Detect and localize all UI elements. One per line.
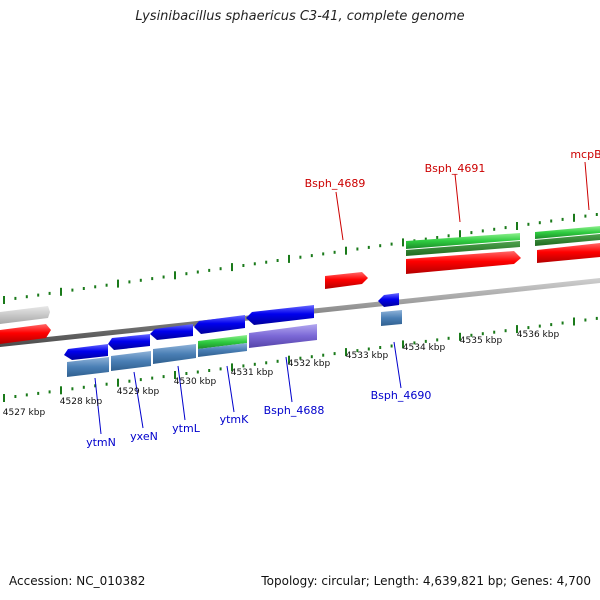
kbp-labels: 4527 kbp 4528 kbp 4529 kbp 4530 kbp 4531… [3, 330, 560, 418]
kbp-label: 4528 kbp [60, 397, 103, 407]
cds-ytmK [194, 315, 245, 334]
gene-label-Bsph_4691: Bsph_4691 [425, 162, 486, 175]
cds-yxeN [108, 334, 150, 350]
cds-Bsph_4689 [325, 272, 368, 289]
gene-label-yxeN: yxeN [130, 430, 158, 443]
feat-Bsph_4691-green [406, 233, 520, 249]
feat-ytmN [67, 357, 109, 377]
kbp-label: 4531 kbp [231, 368, 274, 378]
kbp-label: 4530 kbp [174, 377, 217, 387]
leaders-forward [335, 161, 590, 241]
feat-ytmK-green [198, 335, 247, 349]
kbp-label: 4534 kbp [403, 343, 446, 353]
kbp-label: 4535 kbp [460, 336, 503, 346]
cds-mcpB [537, 243, 600, 263]
kbp-label: 4533 kbp [346, 351, 389, 361]
feat-ytmL [153, 344, 196, 364]
gene-label-Bsph_4689: Bsph_4689 [305, 177, 366, 190]
feat-Bsph_4691-darkgreen [406, 241, 520, 256]
genome-stats-text: Topology: circular; Length: 4,639,821 bp… [261, 574, 591, 588]
feat-Bsph_4688 [249, 324, 317, 348]
gene-label-ytmL: ytmL [172, 422, 201, 435]
gene-label-ytmK: ytmK [220, 413, 250, 426]
cds-Bsph_4688 [246, 305, 314, 325]
cds-Bsph_4691 [406, 251, 521, 274]
feat-Bsph_4690 [381, 310, 402, 326]
feat-mcpB-green [535, 226, 600, 239]
outer-tick-track [3, 316, 598, 402]
gene-label-ytmN: ytmN [86, 436, 116, 449]
kbp-label: 4536 kbp [517, 330, 560, 340]
cds-ytmL [150, 324, 193, 340]
gene-label-Bsph_4690: Bsph_4690 [371, 389, 432, 402]
feat-ytmK [198, 343, 247, 357]
gene-label-Bsph_4688: Bsph_4688 [264, 404, 325, 417]
accession-text: Accession: NC_010382 [9, 574, 146, 588]
cds-forward-left [0, 324, 51, 344]
kbp-label: 4529 kbp [117, 387, 160, 397]
cds-Bsph_4690 [378, 293, 399, 307]
feature-gray-left [0, 306, 50, 324]
feat-mcpB-darkgreen [535, 234, 600, 246]
kbp-label: 4532 kbp [288, 359, 331, 369]
cds-ytmN [64, 344, 108, 360]
upper-tick-track [3, 213, 598, 304]
map-title: Lysinibacillus sphaericus C3-41, complet… [135, 9, 465, 24]
gene-label-mcpB: mcpB [570, 148, 600, 161]
kbp-label: 4527 kbp [3, 408, 46, 418]
feat-yxeN [111, 351, 151, 371]
leaders-reverse [94, 341, 402, 435]
